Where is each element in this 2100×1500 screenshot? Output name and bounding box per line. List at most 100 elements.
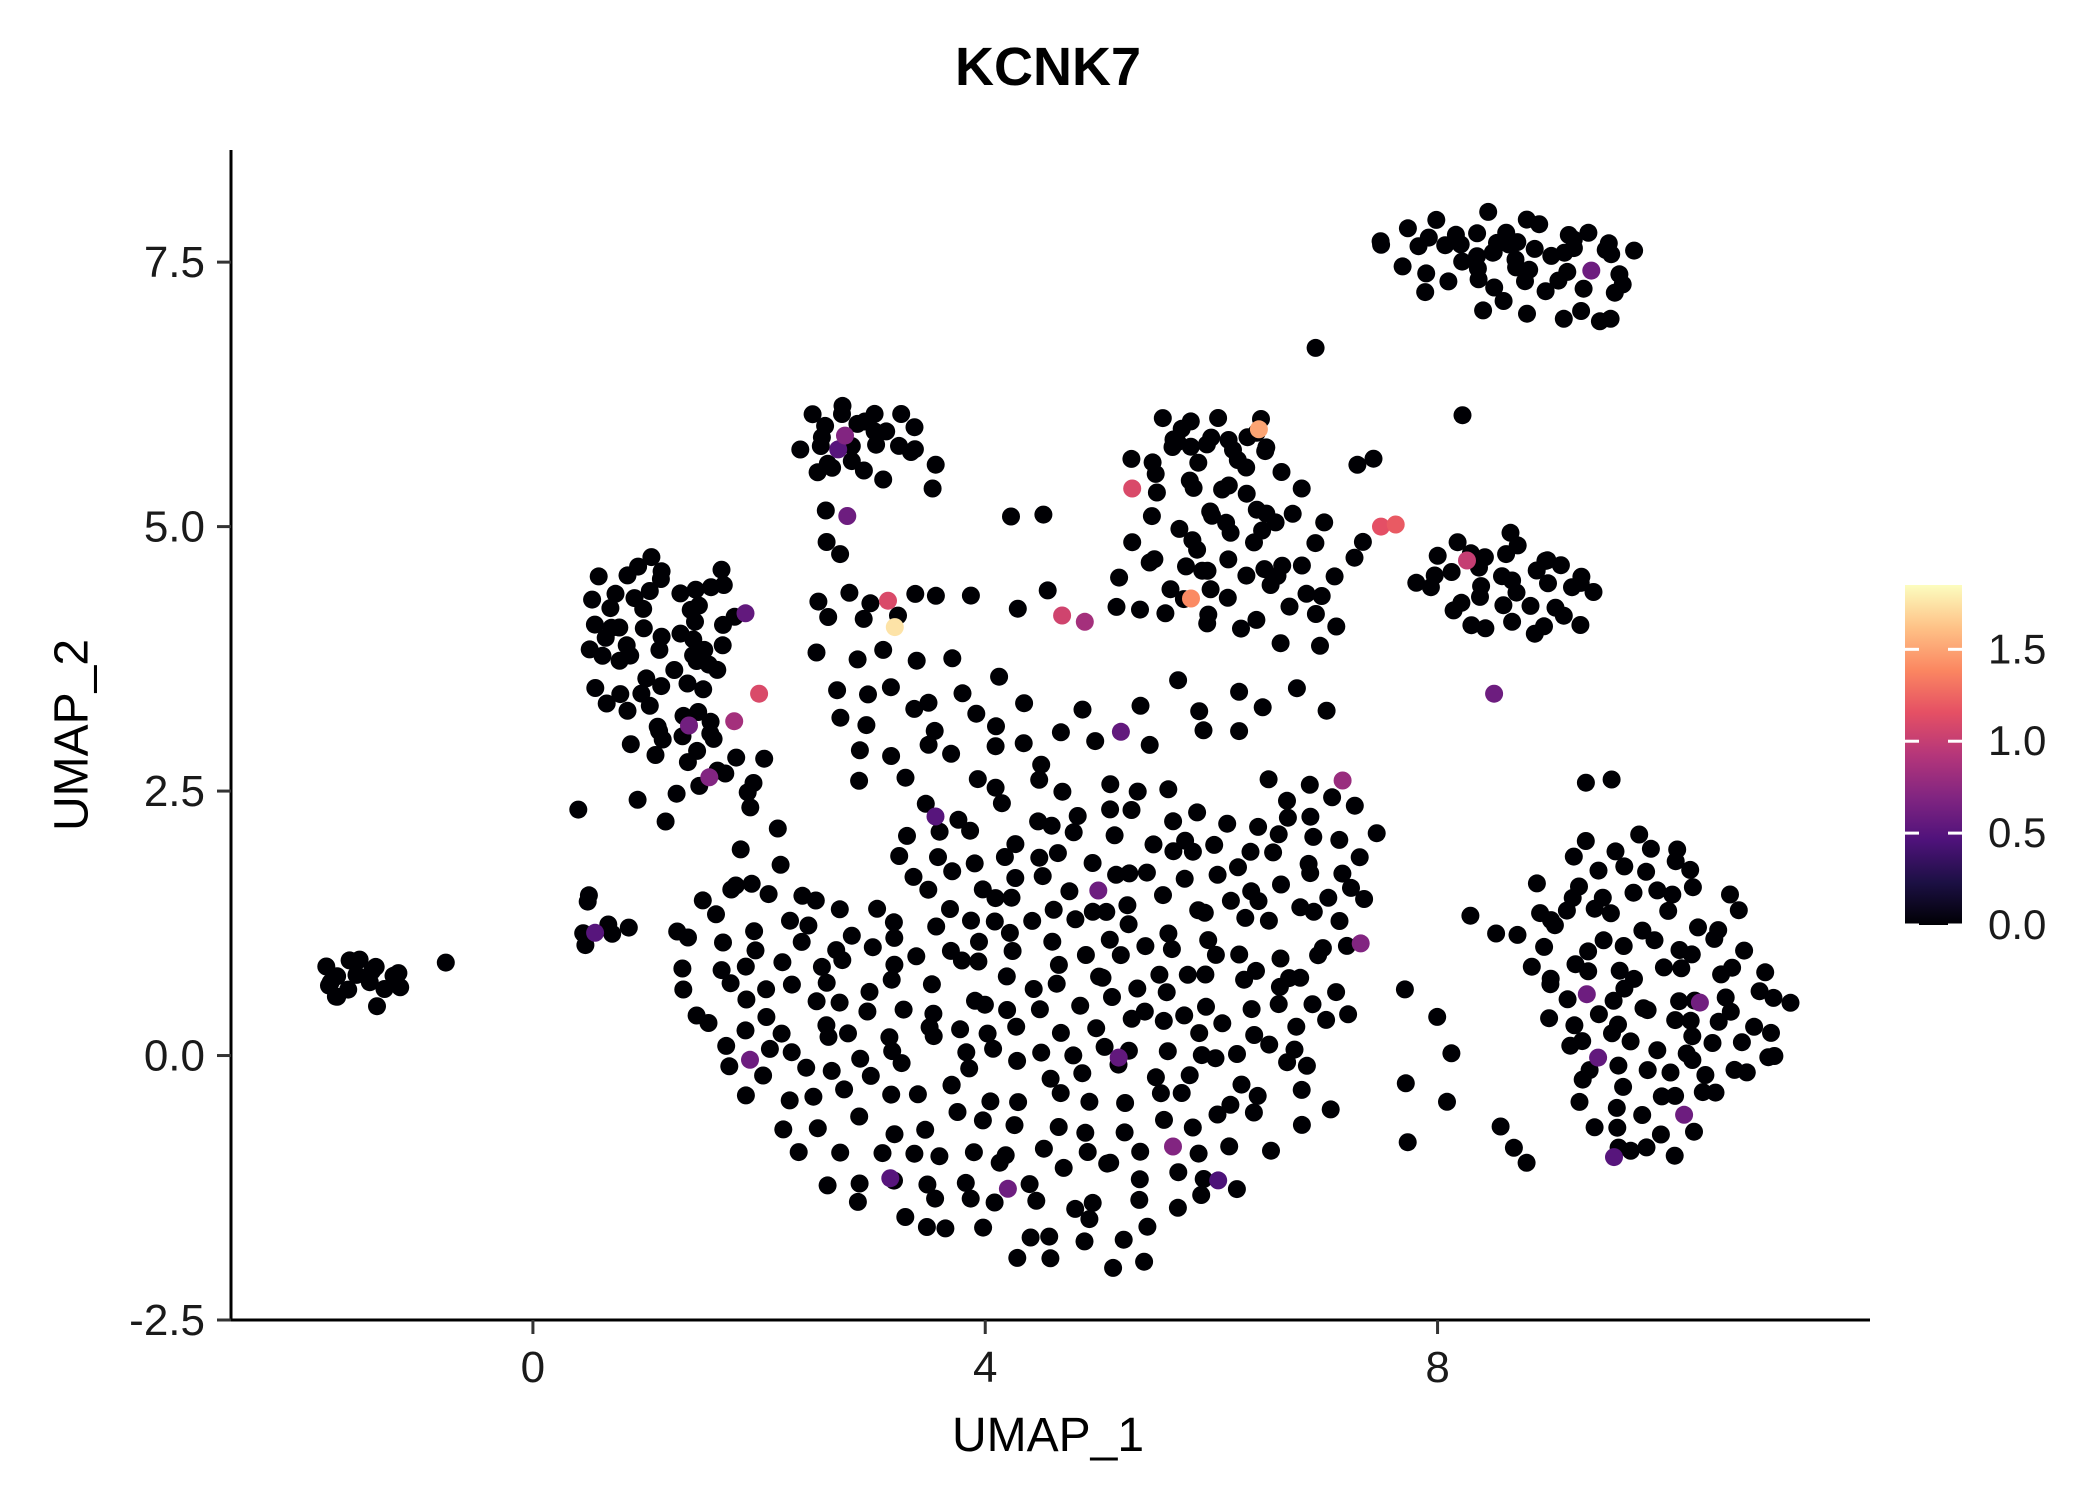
data-point (1208, 1105, 1227, 1124)
data-point (1540, 1009, 1559, 1028)
data-point (984, 1039, 1003, 1058)
data-point (905, 699, 924, 718)
data-point (961, 586, 980, 605)
data-point (1131, 1142, 1150, 1161)
data-point (854, 609, 873, 628)
data-point (712, 961, 731, 980)
data-point (1303, 995, 1322, 1014)
data-point (1008, 1248, 1027, 1267)
data-point (1292, 1080, 1311, 1099)
data-point (890, 847, 909, 865)
data-point (885, 928, 904, 947)
data-point (1621, 1032, 1640, 1051)
data-point (610, 618, 629, 637)
data-point (725, 712, 744, 731)
data-point (1023, 911, 1042, 930)
data-point (328, 967, 347, 986)
data-point (773, 953, 792, 972)
data-point (1034, 1139, 1053, 1158)
data-point (1574, 279, 1593, 298)
data-point (727, 748, 746, 767)
data-point (1183, 1118, 1202, 1137)
data-point (634, 599, 653, 618)
data-point (720, 1057, 739, 1076)
data-point (1269, 995, 1288, 1014)
data-point (1147, 483, 1166, 502)
data-point (957, 1043, 976, 1062)
data-point (936, 1219, 955, 1238)
data-point (597, 694, 616, 713)
data-point (1444, 601, 1463, 620)
data-point (1630, 825, 1649, 844)
data-point (850, 1174, 869, 1193)
data-point (1638, 1061, 1657, 1080)
data-point (1690, 993, 1709, 1012)
data-point (755, 749, 774, 768)
data-point (1351, 934, 1370, 953)
data-point (808, 1119, 827, 1138)
data-point (807, 992, 826, 1011)
scatter-points (317, 202, 1800, 1277)
data-point (908, 1085, 927, 1104)
data-point (1110, 568, 1129, 587)
data-point (1196, 965, 1215, 984)
data-point (1541, 975, 1560, 994)
data-point (1122, 449, 1141, 468)
data-point (1195, 903, 1214, 922)
data-point (1304, 902, 1323, 921)
data-point (689, 703, 708, 721)
data-point (1033, 867, 1052, 886)
data-point (1306, 338, 1325, 357)
data-point (1041, 1069, 1060, 1088)
data-point (1557, 901, 1576, 920)
data-point (686, 580, 705, 599)
data-point (1024, 980, 1043, 998)
data-point (1272, 875, 1290, 894)
data-point (1571, 616, 1590, 634)
data-point (1645, 931, 1664, 950)
data-point (1659, 901, 1678, 920)
data-point (1682, 945, 1701, 964)
data-point (817, 533, 836, 551)
data-point (1469, 270, 1488, 289)
data-point (1603, 1024, 1621, 1043)
data-point (1683, 1051, 1702, 1069)
data-point (1458, 551, 1476, 570)
data-point (642, 548, 661, 567)
data-point (1002, 888, 1021, 907)
data-point (1297, 1056, 1316, 1075)
data-point (1330, 912, 1349, 930)
data-point (1287, 1017, 1306, 1036)
data-point (1183, 531, 1202, 550)
data-point (1075, 612, 1094, 631)
data-point (629, 557, 648, 576)
data-point (1073, 700, 1092, 719)
colorbar-tick-label: 0.5 (1988, 809, 2046, 856)
data-point (1554, 606, 1573, 625)
data-point (881, 1169, 900, 1188)
data-point (916, 794, 935, 813)
data-point (986, 737, 1005, 756)
data-point (1641, 839, 1660, 858)
data-point (879, 591, 897, 610)
data-point (1155, 1110, 1173, 1129)
data-point (1140, 553, 1159, 572)
data-point (1153, 409, 1172, 428)
data-point (1206, 1049, 1225, 1068)
data-point (1190, 702, 1209, 721)
data-point (1610, 961, 1629, 980)
data-point (1485, 278, 1504, 297)
data-point (924, 1004, 943, 1023)
data-point (1087, 1019, 1106, 1038)
data-point (1327, 617, 1346, 636)
data-point (650, 722, 669, 741)
data-point (1177, 557, 1195, 576)
data-point (1157, 983, 1176, 1002)
data-point (1098, 1154, 1117, 1173)
data-point (1585, 1118, 1604, 1137)
data-point (803, 405, 822, 424)
data-point (1577, 985, 1596, 1004)
data-point (1407, 573, 1426, 592)
data-point (923, 479, 942, 498)
data-point (742, 874, 761, 893)
